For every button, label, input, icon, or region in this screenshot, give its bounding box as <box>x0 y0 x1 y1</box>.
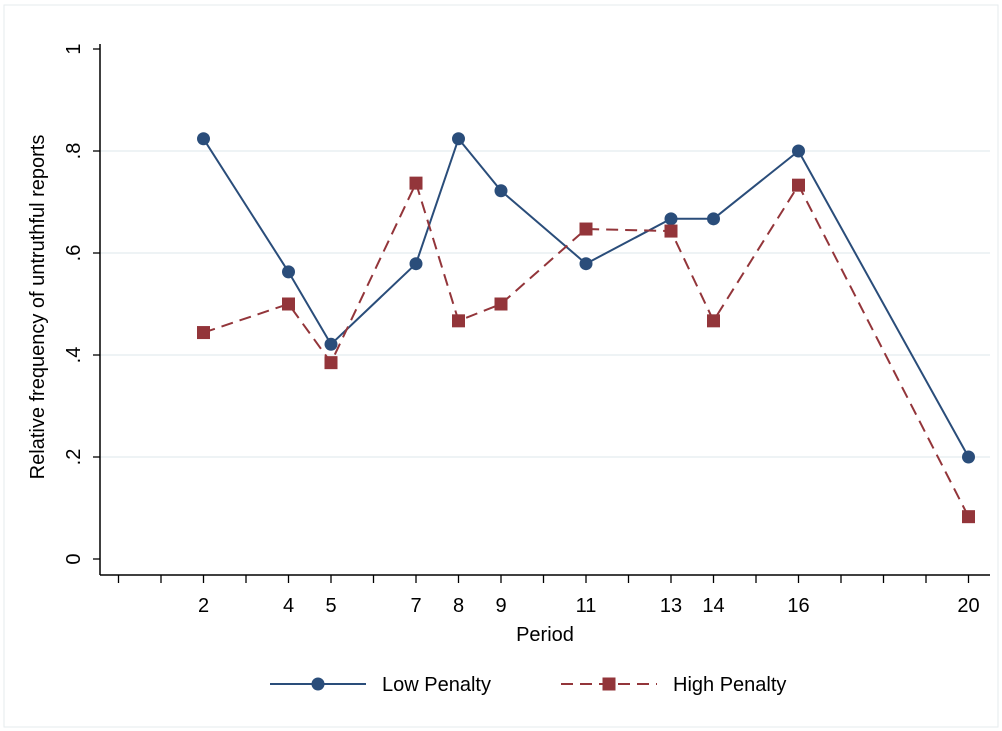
data-point <box>792 144 805 158</box>
series-high-penalty <box>197 176 975 524</box>
data-point <box>579 257 593 271</box>
data-point <box>409 176 423 190</box>
data-point <box>792 178 805 192</box>
gridlines <box>100 150 990 458</box>
x-axis-ticks: 2 4 5 7 8 9 11 13 14 16 20 <box>117 575 980 617</box>
data-point <box>494 184 508 198</box>
legend-marker-high-penalty <box>602 677 616 691</box>
y-tick-label: 1 <box>63 43 85 54</box>
y-tick-label: .6 <box>63 245 85 262</box>
x-tick-label: 14 <box>702 595 724 617</box>
data-point <box>282 297 295 311</box>
data-point <box>707 314 720 328</box>
data-point <box>707 212 720 226</box>
x-tick-label: 13 <box>660 595 682 617</box>
y-tick-label: .2 <box>63 449 85 466</box>
data-point <box>664 212 678 226</box>
data-point <box>962 450 975 464</box>
data-point <box>409 257 423 271</box>
x-tick-label: 8 <box>453 595 464 617</box>
plot-background <box>3 4 999 728</box>
data-point <box>494 297 508 311</box>
x-tick-label: 7 <box>410 595 421 617</box>
data-point <box>197 326 210 340</box>
series-line <box>203 182 970 518</box>
legend: Low Penalty High Penalty <box>270 674 786 696</box>
series <box>197 132 975 524</box>
x-tick-label: 16 <box>787 595 809 617</box>
y-tick-label: .8 <box>63 143 85 160</box>
data-point <box>324 356 338 370</box>
data-point <box>282 265 295 279</box>
x-tick-label: 5 <box>325 595 336 617</box>
data-point <box>452 314 465 328</box>
y-tick-label: 0 <box>63 553 85 564</box>
x-tick-label: 9 <box>495 595 506 617</box>
data-point <box>579 222 593 236</box>
legend-marker-low-penalty <box>311 677 325 691</box>
data-point <box>197 132 210 146</box>
x-tick-label: 11 <box>576 595 597 617</box>
x-tick-label: 20 <box>957 595 979 617</box>
y-axis-title: Relative frequency of untruthful reports <box>27 135 49 480</box>
data-point <box>664 224 678 238</box>
legend-label-low-penalty: Low Penalty <box>382 674 491 696</box>
x-axis-title: Period <box>516 624 574 646</box>
axes <box>99 44 990 576</box>
data-point <box>452 132 465 146</box>
data-point <box>962 510 975 524</box>
legend-label-high-penalty: High Penalty <box>673 674 786 696</box>
y-axis-ticks: 0 .2 .4 .6 .8 1 <box>63 43 100 565</box>
y-tick-label: .4 <box>63 347 85 364</box>
series-low-penalty <box>197 132 975 464</box>
x-tick-label: 4 <box>283 595 294 617</box>
x-tick-label: 2 <box>198 595 209 617</box>
data-point <box>324 337 338 351</box>
